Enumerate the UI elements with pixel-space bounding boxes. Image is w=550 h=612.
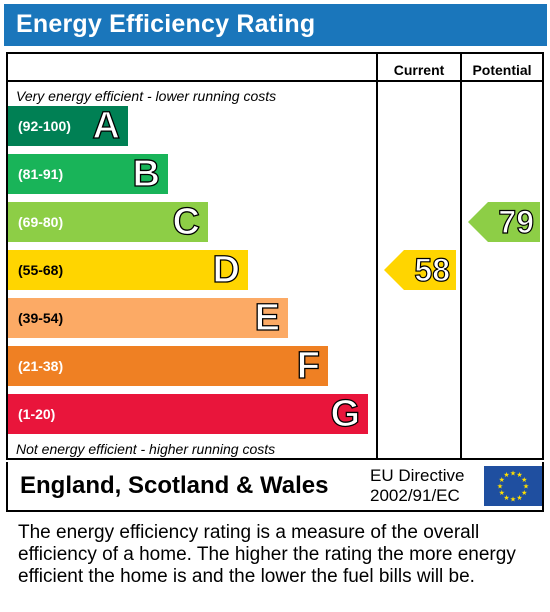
header-bar: Energy Efficiency Rating bbox=[4, 4, 547, 46]
eu-directive-line2: 2002/91/EC bbox=[370, 486, 460, 505]
current-rating-arrow: 58 bbox=[384, 250, 456, 290]
eu-directive-line1: EU Directive bbox=[370, 466, 465, 485]
band-letter-label: A bbox=[92, 104, 121, 147]
potential-column-header: Potential bbox=[472, 62, 532, 78]
band-range-label: (81-91) bbox=[18, 166, 64, 182]
band-range-label: (39-54) bbox=[18, 310, 64, 326]
band-range-label: (92-100) bbox=[18, 118, 71, 134]
footer-region: England, Scotland & Wales bbox=[20, 472, 329, 499]
band-letter-label: B bbox=[132, 152, 161, 195]
rating-band-e: (39-54) E bbox=[8, 296, 288, 340]
rating-chart: Current Potential Very energy efficient … bbox=[6, 52, 544, 460]
rating-band-c: (69-80) C bbox=[8, 200, 208, 244]
flag-star-icon: ★ bbox=[497, 483, 503, 491]
description: The energy efficiency rating is a measur… bbox=[18, 522, 516, 587]
flag-star-icon: ★ bbox=[521, 476, 527, 484]
header-divider-left bbox=[8, 80, 378, 82]
band-letter-label: F bbox=[296, 344, 321, 387]
current-column-divider bbox=[376, 54, 378, 458]
flag-star-icon: ★ bbox=[523, 483, 529, 491]
flag-star-icon: ★ bbox=[499, 476, 505, 484]
band-range-label: (21-38) bbox=[18, 358, 64, 374]
top-note: Very energy efficient - lower running co… bbox=[16, 88, 277, 104]
header-divider bbox=[378, 80, 542, 82]
page-title: Energy Efficiency Rating bbox=[16, 10, 316, 38]
band-letter-label: E bbox=[254, 296, 281, 339]
band-letter-label: C bbox=[172, 200, 201, 243]
current-rating-arrow-value: 58 bbox=[414, 251, 451, 288]
band-letter-label: G bbox=[330, 392, 361, 435]
rating-band-d: (55-68) D bbox=[8, 248, 248, 292]
flag-star-icon: ★ bbox=[516, 494, 522, 502]
flag-star-icon: ★ bbox=[516, 471, 522, 479]
flag-star-icon: ★ bbox=[510, 496, 516, 504]
eu-directive: EU Directive 2002/91/EC bbox=[370, 466, 464, 506]
flag-star-icon: ★ bbox=[521, 489, 527, 497]
rating-band-g: (1-20) G bbox=[8, 392, 368, 436]
band-letter-label: D bbox=[212, 248, 241, 291]
band-range-label: (1-20) bbox=[18, 406, 56, 422]
rating-band-b: (81-91) B bbox=[8, 152, 168, 196]
potential-rating-arrow-value: 79 bbox=[498, 203, 535, 240]
flag-star-icon: ★ bbox=[503, 471, 509, 479]
flag-star-icon: ★ bbox=[503, 494, 509, 502]
bottom-note: Not energy efficient - higher running co… bbox=[16, 441, 276, 457]
band-range-label: (69-80) bbox=[18, 214, 64, 230]
potential-column-divider bbox=[460, 54, 462, 458]
flag-star-icon: ★ bbox=[499, 489, 505, 497]
eu-flag-icon: ★ ★ ★ ★ ★ ★ ★ ★ ★ ★ ★ ★ bbox=[484, 466, 542, 506]
rating-band-a: (92-100) A bbox=[8, 104, 128, 148]
band-range-label: (55-68) bbox=[18, 262, 64, 278]
current-column-header: Current bbox=[393, 62, 445, 78]
footer: England, Scotland & Wales EU Directive 2… bbox=[6, 462, 544, 512]
rating-band-f: (21-38) F bbox=[8, 344, 328, 388]
flag-star-icon: ★ bbox=[510, 470, 516, 478]
potential-rating-arrow: 79 bbox=[468, 202, 540, 242]
